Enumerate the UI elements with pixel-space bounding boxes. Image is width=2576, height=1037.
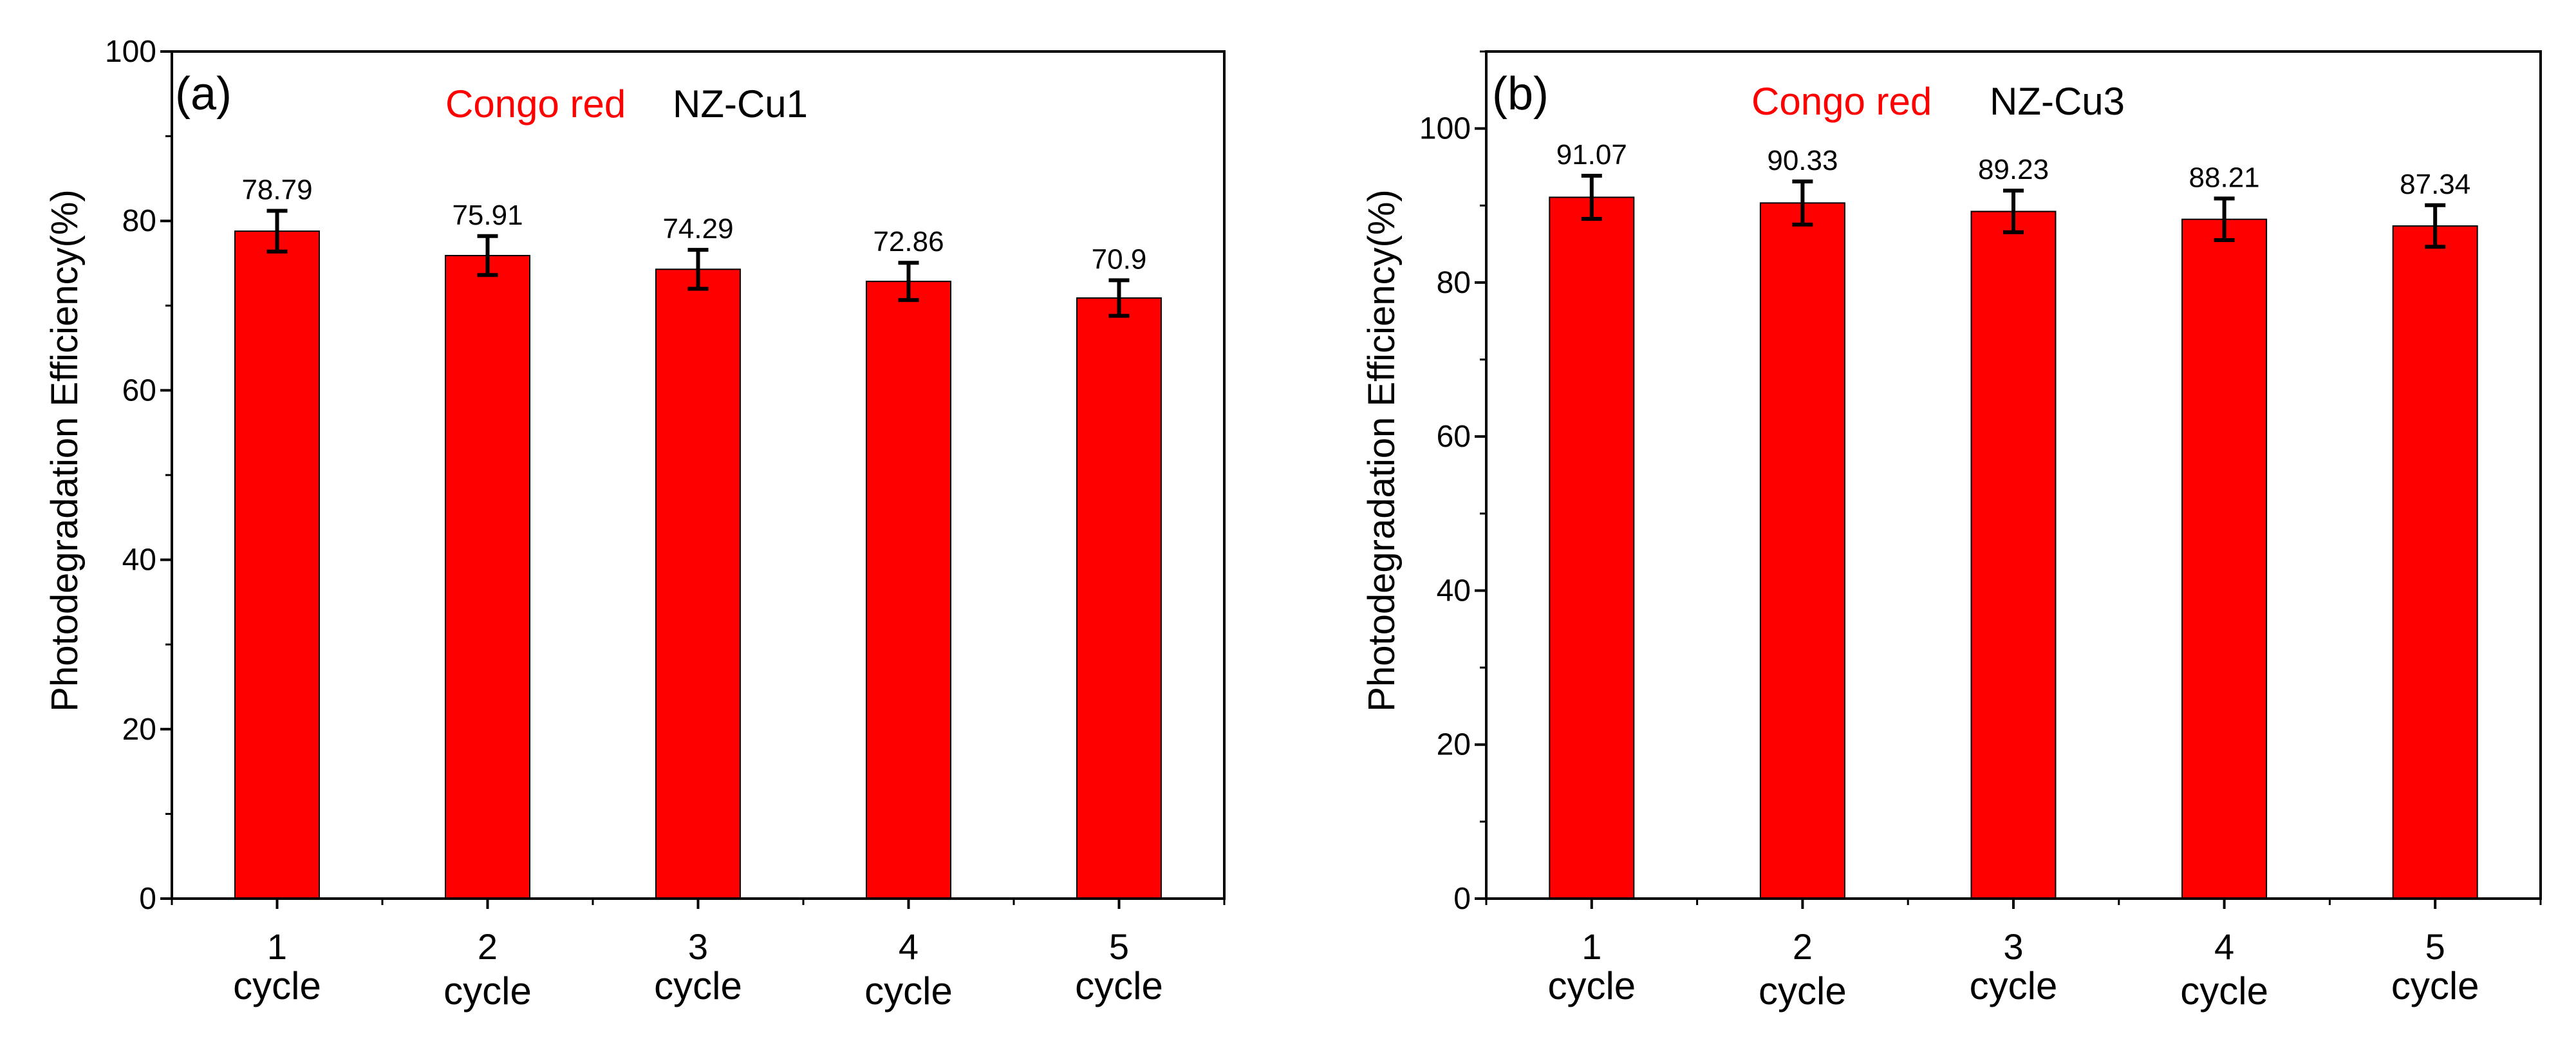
x-tick-label-unit: cycle — [1075, 964, 1163, 1007]
x-tick-label: 5 — [2425, 926, 2445, 967]
data-label: 90.33 — [1767, 145, 1838, 176]
data-label: 74.29 — [662, 213, 733, 245]
x-tick-label-unit: cycle — [2391, 964, 2479, 1007]
y-axis-label: Photodegradation Efficiency(%) — [44, 189, 86, 711]
y-tick-label: 100 — [1419, 112, 1471, 146]
panel-label: (a) — [175, 68, 232, 120]
error-bar — [1108, 278, 1130, 318]
data-label: 88.21 — [2189, 162, 2260, 193]
legend-dye: Congo red — [1751, 80, 1932, 123]
y-tick-label: 80 — [122, 204, 156, 238]
x-tick-label: 3 — [688, 926, 708, 967]
x-tick-label: 1 — [267, 926, 287, 967]
data-label: 89.23 — [1978, 154, 2049, 185]
x-tick-label-unit: cycle — [864, 969, 953, 1013]
plot-frame — [1485, 50, 2542, 900]
bar — [2181, 218, 2268, 899]
bar — [1759, 202, 1845, 900]
error-bar — [1792, 179, 1813, 227]
bar — [1076, 297, 1162, 899]
legend-sample: NZ-Cu3 — [1990, 80, 2125, 123]
error-bar — [266, 209, 288, 254]
x-tick-label: 3 — [2003, 926, 2023, 967]
y-tick-label: 60 — [1437, 420, 1471, 454]
y-tick-label: 0 — [1453, 882, 1471, 916]
data-label: 72.86 — [873, 226, 944, 257]
bar — [866, 281, 951, 899]
x-tick-label-unit: cycle — [654, 964, 742, 1007]
x-tick-label: 4 — [2214, 926, 2234, 967]
y-axis-label: Photodegradation Efficiency(%) — [1361, 189, 1403, 711]
data-label: 78.79 — [241, 174, 312, 206]
error-bar — [2425, 203, 2446, 249]
bar — [1970, 210, 2057, 899]
y-tick-label: 0 — [139, 882, 156, 916]
y-tick-label: 80 — [1437, 266, 1471, 300]
bar — [445, 255, 530, 899]
chart-panel-b: 91.071cycle90.332cycle89.233cycle88.214c… — [1361, 50, 2542, 1013]
x-tick-label: 2 — [478, 926, 498, 967]
x-tick-label: 4 — [899, 926, 919, 967]
x-tick-label-unit: cycle — [233, 964, 321, 1007]
y-tick-label: 100 — [105, 35, 156, 69]
error-bar — [898, 261, 919, 303]
x-tick-label-unit: cycle — [1970, 964, 2058, 1007]
x-tick-label-unit: cycle — [1547, 964, 1636, 1007]
data-label: 70.9 — [1092, 243, 1147, 275]
x-tick-label-unit: cycle — [2180, 969, 2268, 1013]
bar — [1549, 196, 1635, 899]
legend-sample: NZ-Cu1 — [673, 82, 808, 126]
error-bar — [477, 234, 498, 277]
y-tick-label: 20 — [122, 713, 156, 747]
x-tick-label: 2 — [1793, 926, 1813, 967]
data-label: 75.91 — [452, 200, 523, 231]
data-label: 87.34 — [2400, 169, 2470, 200]
panel-label: (b) — [1492, 68, 1549, 120]
data-label: 91.07 — [1556, 139, 1627, 171]
x-tick-label: 5 — [1109, 926, 1129, 967]
bar — [234, 230, 320, 899]
y-tick-label: 20 — [1437, 728, 1471, 762]
x-tick-label-unit: cycle — [443, 969, 532, 1013]
error-bar — [687, 248, 709, 291]
bar — [655, 268, 741, 899]
chart-panel-a: 78.791cycle75.912cycle74.293cycle72.864c… — [44, 35, 1226, 1013]
y-tick-label: 60 — [122, 373, 156, 407]
y-tick-label: 40 — [122, 543, 156, 577]
error-bar — [1581, 173, 1602, 221]
error-bar — [2214, 196, 2235, 242]
error-bar — [2003, 189, 2024, 234]
x-tick-label-unit: cycle — [1759, 969, 1847, 1013]
y-tick-label: 40 — [1437, 574, 1471, 608]
bar — [2392, 225, 2478, 900]
x-tick-label: 1 — [1582, 926, 1601, 967]
legend-dye: Congo red — [445, 82, 626, 126]
